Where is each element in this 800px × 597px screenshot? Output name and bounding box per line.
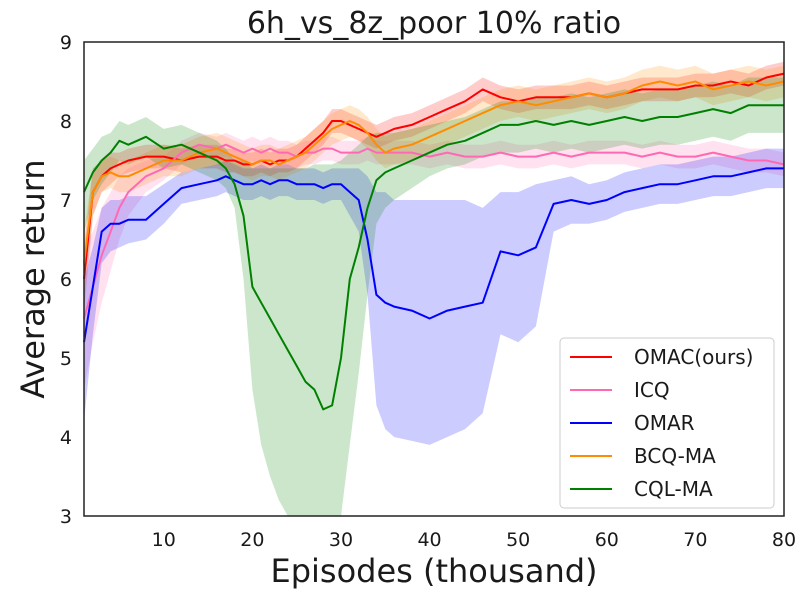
y-axis-label: Average return [14,159,52,398]
x-tick-label: 80 [772,529,796,551]
x-axis-label: Episodes (thousand) [270,552,597,590]
y-tick-label: 8 [60,111,72,133]
series-line-icq [83,143,785,319]
legend-label-omar: OMAR [634,411,695,435]
series-line-omar [83,167,784,343]
y-tick-label: 6 [60,269,72,291]
series-line-cql-ma [83,104,784,411]
band-icq [84,132,784,390]
legend-box [559,337,775,509]
y-tick-label: 3 [60,506,72,528]
band-omac-ours [84,61,784,311]
legend-label-cql-ma: CQL-MA [634,477,713,501]
y-tick-label: 7 [60,190,72,212]
y-tick-label: 5 [60,348,72,370]
x-tick-label: 20 [240,529,264,551]
band-cql-ma [84,77,784,516]
legend-label-icq: ICQ [634,378,670,402]
plot-frame [83,41,785,517]
legend: OMAC(ours) ICQ OMAR BCQ-MA CQL-MA [559,337,775,509]
x-axis-ticks: 10 20 30 40 50 60 70 80 [152,529,796,551]
band-omar [84,148,784,445]
x-tick-label: 40 [417,529,441,551]
y-tick-label: 9 [60,32,72,54]
x-tick-label: 70 [683,529,707,551]
x-tick-label: 60 [595,529,619,551]
legend-label-bcq-ma: BCQ-MA [634,444,716,468]
series-line-bcq-ma [83,80,785,264]
legend-label-omac-ours: OMAC(ours) [634,345,753,369]
x-tick-label: 50 [506,529,530,551]
chart-title: 6h_vs_8z_poor 10% ratio [247,6,621,41]
y-tick-label: 4 [60,427,72,449]
x-tick-label: 30 [329,529,353,551]
series-lines [83,72,785,411]
x-tick-label: 10 [152,529,176,551]
y-axis-ticks: 3 4 5 6 7 8 9 [60,32,72,528]
series-line-omac-ours [83,72,785,280]
